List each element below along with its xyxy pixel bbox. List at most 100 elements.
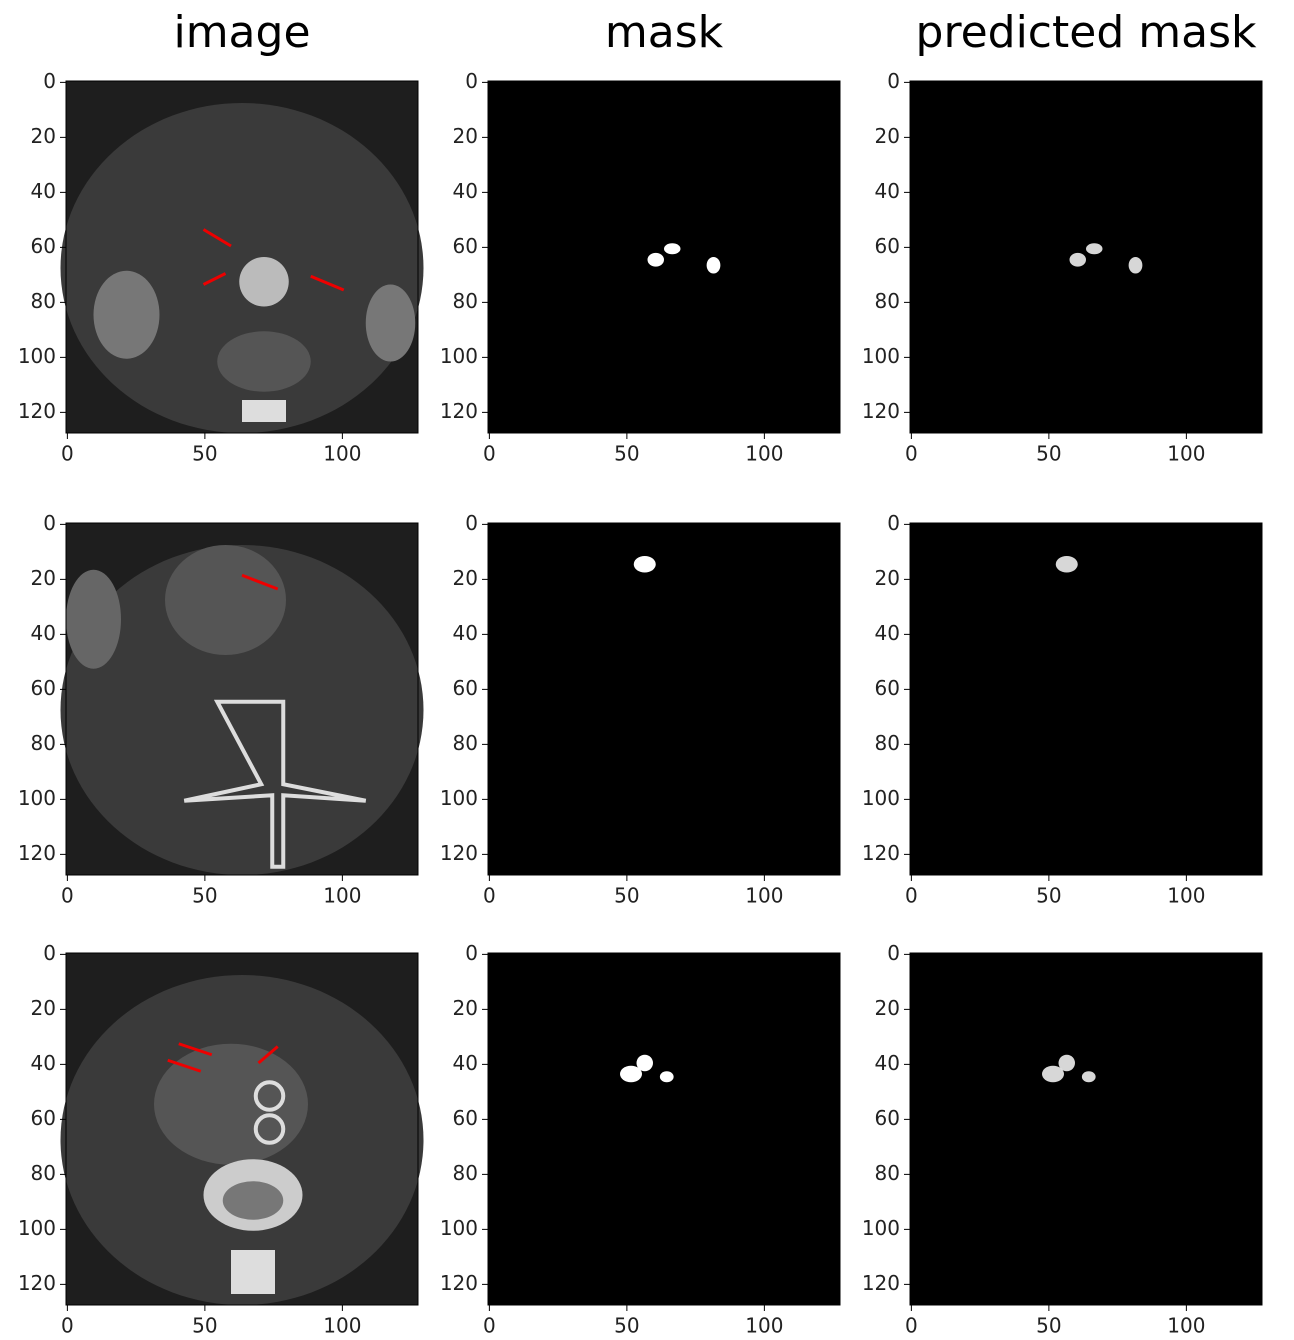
y-tick-label: 40 xyxy=(875,1051,900,1075)
y-tick-label: 40 xyxy=(31,1051,56,1075)
panel-image xyxy=(488,953,840,1305)
x-tick-label: 50 xyxy=(192,442,217,466)
mask-background xyxy=(910,953,1262,1305)
y-tick-label: 20 xyxy=(453,996,478,1020)
panel-image xyxy=(910,523,1262,875)
y-tick-label: 20 xyxy=(875,996,900,1020)
y-tick-label: 40 xyxy=(875,621,900,645)
panel-image xyxy=(910,81,1262,433)
panel-image xyxy=(61,523,424,875)
kidney xyxy=(66,570,121,669)
x-tick-label: 0 xyxy=(483,442,496,466)
kidney xyxy=(94,271,160,359)
mask-background xyxy=(488,523,840,875)
x-tick-label: 50 xyxy=(1036,1314,1061,1338)
y-tick-label: 120 xyxy=(18,1271,56,1295)
y-tick-label: 0 xyxy=(465,69,478,93)
column-title: mask xyxy=(605,7,724,58)
y-tick-label: 60 xyxy=(453,234,478,258)
x-tick-label: 0 xyxy=(61,884,74,908)
mask-blob xyxy=(1129,257,1143,274)
mask-blob xyxy=(648,253,665,267)
mask-blob xyxy=(660,1071,674,1082)
y-tick-label: 40 xyxy=(875,179,900,203)
spine xyxy=(217,331,311,392)
y-tick-label: 80 xyxy=(875,289,900,313)
mask-background xyxy=(488,81,840,433)
y-tick-label: 100 xyxy=(862,786,900,810)
y-tick-label: 80 xyxy=(31,289,56,313)
y-tick-label: 60 xyxy=(31,676,56,700)
mask-blob xyxy=(1056,556,1078,573)
figure: image 0 50 100 0 20 40 60 80 100 120 mask 0 50 100 0 20 4… xyxy=(0,0,1294,1340)
y-tick-label: 40 xyxy=(31,621,56,645)
kidney xyxy=(366,285,416,362)
x-tick-label: 50 xyxy=(192,1314,217,1338)
y-tick-label: 100 xyxy=(440,344,478,368)
y-tick-label: 120 xyxy=(862,1271,900,1295)
y-tick-label: 80 xyxy=(453,731,478,755)
y-tick-label: 0 xyxy=(465,511,478,535)
mask-blob xyxy=(637,1055,654,1072)
y-tick-label: 100 xyxy=(18,344,56,368)
y-tick-label: 120 xyxy=(440,1271,478,1295)
x-tick-label: 100 xyxy=(1167,442,1205,466)
y-tick-label: 120 xyxy=(862,841,900,865)
panel-image xyxy=(488,523,840,875)
y-tick-label: 100 xyxy=(18,1216,56,1240)
x-tick-label: 50 xyxy=(614,1314,639,1338)
y-tick-label: 20 xyxy=(453,124,478,148)
panel-image xyxy=(488,81,840,433)
y-tick-label: 60 xyxy=(453,1106,478,1130)
y-tick-label: 60 xyxy=(453,676,478,700)
y-tick-label: 60 xyxy=(875,234,900,258)
x-tick-label: 100 xyxy=(1167,884,1205,908)
y-tick-label: 120 xyxy=(18,399,56,423)
y-tick-label: 120 xyxy=(862,399,900,423)
y-tick-label: 100 xyxy=(862,344,900,368)
y-tick-label: 20 xyxy=(453,566,478,590)
y-tick-label: 60 xyxy=(31,1106,56,1130)
x-tick-label: 0 xyxy=(61,442,74,466)
mask-blob xyxy=(634,556,656,573)
y-tick-label: 40 xyxy=(453,179,478,203)
y-tick-label: 0 xyxy=(43,69,56,93)
panel-image xyxy=(910,953,1262,1305)
y-tick-label: 20 xyxy=(875,124,900,148)
y-tick-label: 120 xyxy=(440,841,478,865)
spinous xyxy=(231,1250,275,1294)
x-tick-label: 100 xyxy=(745,884,783,908)
x-tick-label: 0 xyxy=(905,884,918,908)
y-tick-label: 0 xyxy=(43,511,56,535)
x-tick-label: 100 xyxy=(745,442,783,466)
y-tick-label: 20 xyxy=(31,996,56,1020)
y-tick-label: 80 xyxy=(875,1161,900,1185)
x-tick-label: 50 xyxy=(614,442,639,466)
y-tick-label: 0 xyxy=(887,511,900,535)
y-tick-label: 80 xyxy=(875,731,900,755)
y-tick-label: 40 xyxy=(453,1051,478,1075)
y-tick-label: 20 xyxy=(875,566,900,590)
mask-background xyxy=(910,81,1262,433)
y-tick-label: 120 xyxy=(440,399,478,423)
column-title: image xyxy=(173,7,310,58)
x-tick-label: 100 xyxy=(323,1314,361,1338)
panel-image xyxy=(61,81,424,433)
mask-blob xyxy=(1082,1071,1096,1082)
y-tick-label: 100 xyxy=(862,1216,900,1240)
y-tick-label: 0 xyxy=(887,69,900,93)
y-tick-label: 0 xyxy=(887,941,900,965)
panel-image xyxy=(61,953,424,1305)
x-tick-label: 0 xyxy=(905,1314,918,1338)
y-tick-label: 60 xyxy=(875,1106,900,1130)
x-tick-label: 100 xyxy=(323,442,361,466)
mask-background xyxy=(488,953,840,1305)
vertebra-core xyxy=(223,1181,284,1220)
mask-background xyxy=(910,523,1262,875)
y-tick-label: 0 xyxy=(43,941,56,965)
mask-blob xyxy=(1059,1055,1076,1072)
y-tick-label: 100 xyxy=(440,1216,478,1240)
y-tick-label: 20 xyxy=(31,566,56,590)
x-tick-label: 0 xyxy=(483,1314,496,1338)
y-tick-label: 100 xyxy=(440,786,478,810)
